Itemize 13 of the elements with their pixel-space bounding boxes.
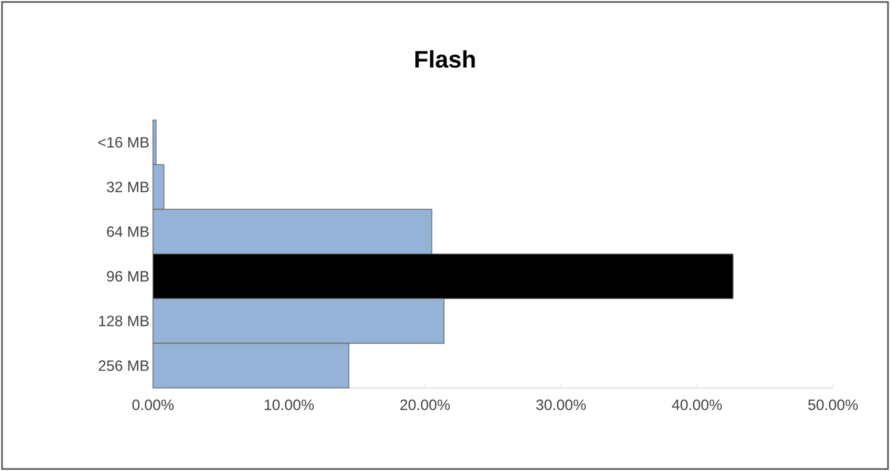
x-tick-label: 0.00% bbox=[132, 400, 174, 410]
y-tick-label: 32 MB bbox=[106, 182, 149, 192]
y-tick-label: <16 MB bbox=[98, 137, 149, 148]
y-tick-label: 256 MB bbox=[98, 360, 149, 371]
x-tick-label: 20.00% bbox=[400, 400, 450, 410]
chart-title: Flash bbox=[415, 50, 475, 68]
y-tick-label: 128 MB bbox=[99, 316, 149, 326]
y-tick-label: 64 MB bbox=[107, 226, 149, 237]
x-tick-label: 50.00% bbox=[808, 400, 858, 410]
x-tick-label: 10.00% bbox=[264, 400, 314, 410]
x-tick-label: 30.00% bbox=[536, 400, 586, 410]
y-tick-label: 96 MB bbox=[107, 271, 149, 282]
x-tick-label: 40.00% bbox=[672, 400, 722, 410]
